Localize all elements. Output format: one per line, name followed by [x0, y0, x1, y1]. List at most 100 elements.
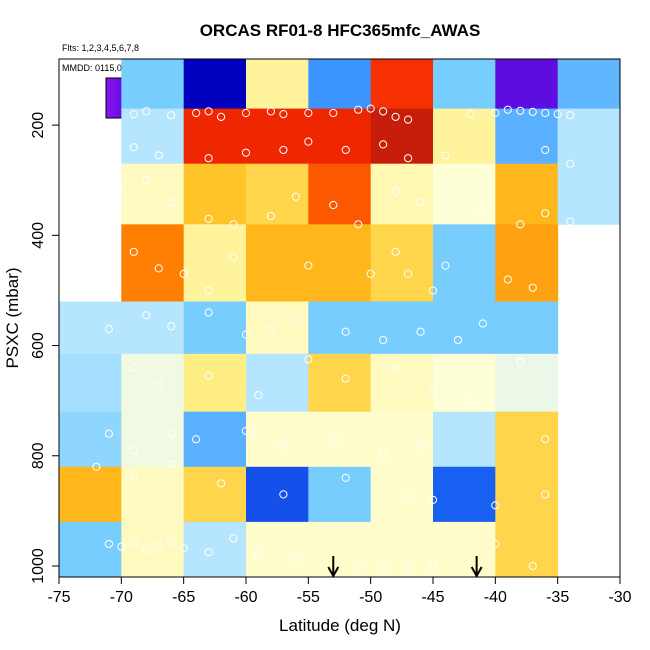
sample-marker	[478, 206, 487, 215]
sample-marker	[516, 106, 525, 115]
heatmap-cell	[370, 521, 434, 578]
heatmap-cell	[557, 59, 621, 110]
sample-marker	[379, 335, 388, 345]
heatmap-cell	[183, 521, 247, 578]
sample-marker	[428, 495, 438, 504]
sample-marker	[379, 448, 388, 458]
sample-marker	[92, 462, 101, 471]
sample-marker	[117, 187, 126, 196]
sample-markers	[92, 104, 575, 572]
sample-marker	[266, 211, 276, 221]
sample-marker	[129, 363, 138, 372]
heatmap-cell	[370, 163, 434, 225]
x-tick-label: -75	[47, 589, 70, 606]
sample-marker	[167, 111, 176, 120]
heatmap-cell	[308, 59, 372, 110]
sample-marker	[566, 159, 575, 168]
sample-marker	[216, 479, 226, 488]
sample-marker	[541, 490, 550, 499]
heatmap-cell	[495, 353, 559, 413]
colorbar-segment	[106, 78, 111, 118]
sample-marker	[466, 396, 475, 405]
sample-marker	[291, 192, 300, 201]
y-axis: 200 400 600 800 1000	[30, 112, 59, 584]
sample-marker	[142, 545, 151, 554]
sample-marker	[403, 154, 413, 163]
sample-marker	[117, 542, 126, 551]
heatmap-cell	[495, 163, 559, 225]
heatmap-cells	[59, 59, 621, 578]
colorbar-segment	[109, 78, 115, 118]
sample-marker	[541, 209, 550, 218]
x-tick-label: -55	[297, 589, 320, 606]
sample-marker	[366, 104, 375, 113]
heatmap-cell	[121, 59, 185, 110]
heatmap-cell	[308, 521, 372, 578]
heatmap-cell	[59, 301, 122, 355]
heatmap-cell	[557, 163, 621, 225]
sample-marker	[167, 429, 176, 438]
sample-marker	[516, 357, 525, 367]
sample-marker	[379, 107, 388, 116]
heatmap-cell	[433, 301, 496, 355]
y-tick-label: 200	[30, 112, 47, 139]
sample-marker	[229, 534, 238, 543]
heatmap-cell	[183, 108, 247, 165]
sample-marker	[503, 105, 512, 114]
heatmap-cell	[495, 466, 559, 523]
sample-marker	[241, 148, 251, 157]
sample-marker	[341, 145, 350, 155]
heatmap-cell	[370, 59, 434, 110]
sample-marker	[192, 108, 201, 118]
heatmap-cell	[121, 301, 185, 355]
heatmap-cell	[308, 353, 372, 413]
heatmap-cell	[370, 466, 434, 523]
sample-marker	[279, 145, 288, 155]
sample-marker	[167, 459, 176, 469]
heatmap-cell	[433, 163, 496, 225]
arrow-markers	[327, 556, 483, 579]
sample-marker	[291, 553, 300, 562]
heatmap-cell	[183, 224, 247, 302]
sample-marker	[129, 470, 138, 480]
sample-marker	[391, 187, 400, 196]
x-tick-label: -65	[172, 589, 195, 606]
heatmap-cell	[121, 466, 185, 523]
heatmap-cell	[370, 411, 434, 468]
sample-marker	[204, 371, 213, 380]
sample-marker	[104, 429, 113, 438]
sample-marker	[391, 247, 400, 256]
sample-marker	[341, 374, 350, 383]
sample-marker	[129, 538, 138, 547]
heatmap-cell	[433, 108, 496, 165]
heatmap-cell	[246, 466, 309, 523]
sample-marker	[129, 446, 138, 455]
heatmap-cell	[370, 108, 434, 165]
heatmap-cell	[433, 466, 496, 523]
x-tick-label: -60	[234, 589, 257, 606]
sample-marker	[154, 380, 163, 389]
heatmap-cell	[433, 411, 496, 468]
sample-marker	[354, 220, 363, 229]
sample-marker	[428, 286, 438, 295]
sample-marker	[279, 490, 288, 499]
x-axis-label: Latitude (deg N)	[279, 616, 401, 635]
sample-marker	[403, 561, 413, 571]
sample-marker	[491, 501, 500, 510]
arrow-head	[470, 566, 483, 579]
sample-marker	[453, 335, 463, 345]
x-tick-label: -50	[359, 589, 382, 606]
sample-marker	[266, 324, 276, 334]
heatmap-cell	[308, 466, 372, 523]
heatmap-cell	[246, 224, 309, 302]
sample-marker	[142, 176, 151, 185]
heatmap-cell	[370, 353, 434, 413]
sample-marker	[304, 108, 313, 118]
sample-marker	[129, 143, 138, 152]
sample-marker	[142, 311, 151, 320]
sample-marker	[566, 111, 575, 120]
sample-marker	[516, 220, 525, 229]
x-tick-label: -35	[546, 589, 569, 606]
heatmap-cell	[59, 521, 122, 578]
sample-marker	[129, 247, 138, 256]
